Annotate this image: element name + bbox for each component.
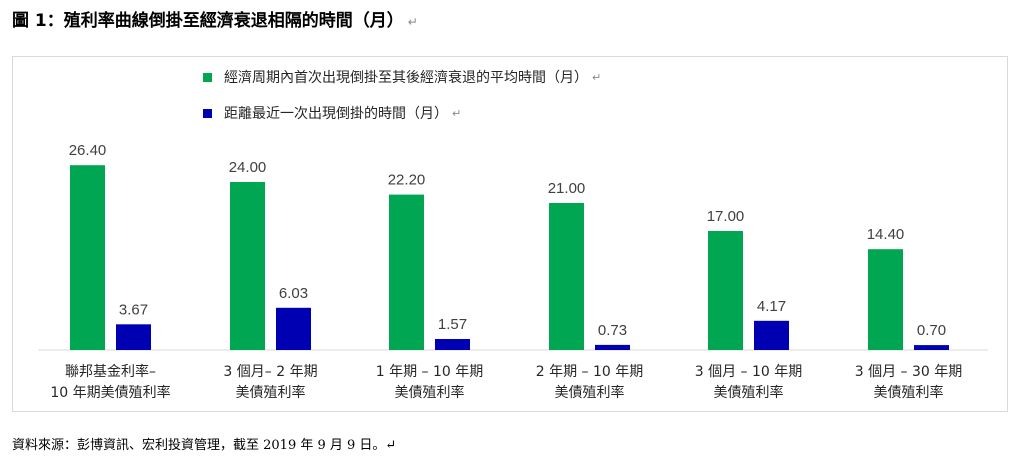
legend-mark-series-2: ↵ xyxy=(452,106,462,120)
data-label-series-1-3: 22.20 xyxy=(388,172,426,189)
category-label-4-line-1: 2 年期 – 10 年期 xyxy=(536,364,644,380)
bar-series-1-2 xyxy=(230,182,265,350)
bar-series-2-1 xyxy=(116,324,151,350)
chart-title: 圖 1：殖利率曲線倒掛至經濟衰退相隔的時間（月） ↵ xyxy=(12,11,418,31)
legend-label-series-1: 經濟周期內首次出現倒掛至其後經濟衰退的平均時間（月） xyxy=(224,70,588,86)
category-label-4-line-2: 美債殖利率 xyxy=(555,384,625,401)
data-label-series-1-2: 24.00 xyxy=(229,159,267,176)
category-label-3-line-2: 美債殖利率 xyxy=(395,384,465,401)
category-label-1-line-1: 聯邦基金利率– xyxy=(65,363,156,380)
legend-swatch-series-2 xyxy=(203,108,212,118)
data-label-series-1-1: 26.40 xyxy=(69,142,107,159)
chart-frame xyxy=(12,56,1008,412)
category-label-5-line-1: 3 個月 – 10 年期 xyxy=(695,364,803,380)
bar-series-2-3 xyxy=(435,339,470,350)
data-label-series-1-4: 21.00 xyxy=(548,180,586,197)
data-label-series-2-5: 4.17 xyxy=(757,298,786,315)
bar-series-2-6 xyxy=(914,345,949,350)
data-label-series-2-6: 0.70 xyxy=(917,322,946,339)
category-label-1-line-2: 10 年期美債殖利率 xyxy=(50,384,170,401)
legend: 經濟周期內首次出現倒掛至其後經濟衰退的平均時間（月） ↵ 距離最近一次出現倒掛的時… xyxy=(203,66,601,138)
bar-series-2-5 xyxy=(754,320,789,350)
bar-series-1-1 xyxy=(70,165,105,350)
legend-swatch-series-1 xyxy=(203,72,212,82)
legend-item-series-2: 距離最近一次出現倒掛的時間（月） ↵ xyxy=(203,102,601,124)
bar-series-1-4 xyxy=(549,203,584,350)
category-label-2-line-1: 3 個月– 2 年期 xyxy=(223,364,317,380)
source-note: 資料來源：彭博資訊、宏利投資管理，截至 2019 年 9 月 9 日。↵ xyxy=(12,438,397,453)
category-label-2-line-2: 美債殖利率 xyxy=(236,384,306,401)
category-label-3-line-1: 1 年期 – 10 年期 xyxy=(376,364,484,380)
data-label-series-2-4: 0.73 xyxy=(598,322,627,339)
legend-item-series-1: 經濟周期內首次出現倒掛至其後經濟衰退的平均時間（月） ↵ xyxy=(203,66,601,88)
bar-series-1-6 xyxy=(868,249,903,350)
data-label-series-2-2: 6.03 xyxy=(279,285,308,302)
bar-series-1-5 xyxy=(708,231,743,350)
data-label-series-2-3: 1.57 xyxy=(438,316,467,333)
bar-series-2-2 xyxy=(276,307,311,350)
category-label-6-line-2: 美債殖利率 xyxy=(874,384,944,401)
category-label-6-line-1: 3 個月 – 30 年期 xyxy=(855,364,963,380)
data-label-series-2-1: 3.67 xyxy=(119,301,148,318)
category-label-5-line-2: 美債殖利率 xyxy=(714,384,784,401)
legend-mark-series-1: ↵ xyxy=(592,70,602,84)
data-label-series-1-6: 14.40 xyxy=(867,226,905,243)
legend-label-series-2: 距離最近一次出現倒掛的時間（月） xyxy=(224,106,448,122)
bar-series-2-4 xyxy=(595,344,630,350)
data-label-series-1-5: 17.00 xyxy=(707,208,745,225)
bar-series-1-3 xyxy=(389,194,424,350)
